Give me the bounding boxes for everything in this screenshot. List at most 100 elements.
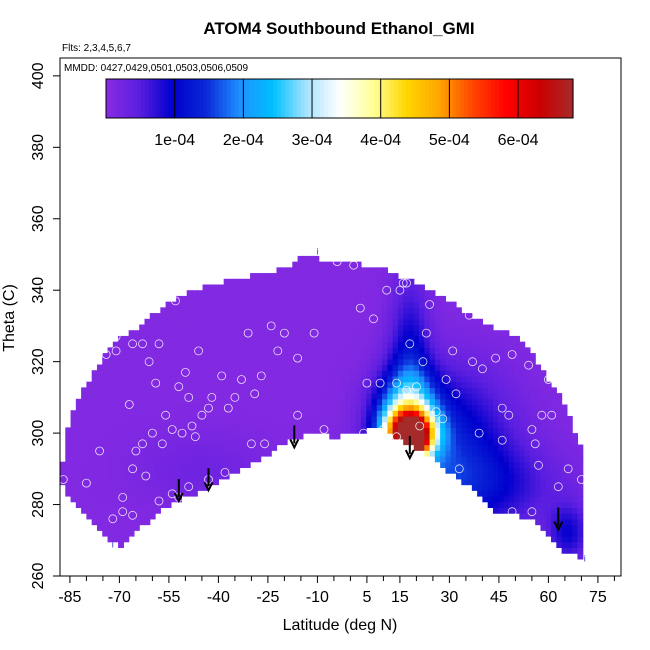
heat-cell (86, 455, 93, 463)
heat-cell (244, 347, 251, 354)
heat-cell (244, 335, 251, 343)
heat-cell (170, 415, 177, 423)
heat-cell (244, 370, 251, 377)
heat-cell (492, 467, 499, 474)
heat-cell (461, 375, 468, 383)
heat-cell (202, 370, 209, 377)
heat-cell (213, 450, 219, 457)
colorbar-segment (285, 79, 290, 118)
heat-cell (471, 461, 478, 468)
heat-cell (149, 353, 156, 360)
heat-cell (276, 295, 283, 303)
heat-cell (329, 324, 336, 331)
heat-cell (450, 398, 457, 406)
heat-cell (561, 444, 568, 451)
heat-cell (313, 427, 320, 434)
sample-point (121, 321, 131, 331)
heat-cell (149, 324, 156, 331)
heat-cell (429, 375, 436, 383)
colorbar-segment (133, 79, 138, 118)
heat-cell (561, 518, 568, 526)
heat-cell (96, 375, 103, 383)
heat-cell (292, 364, 299, 371)
heat-cell (408, 421, 415, 428)
heat-cell (139, 455, 146, 463)
heat-cell (96, 438, 103, 446)
heat-cell (350, 284, 357, 291)
heat-cell (86, 398, 93, 406)
heat-cell (149, 433, 156, 440)
heat-cell (355, 324, 362, 331)
heat-cell (287, 381, 293, 388)
heat-cell (477, 398, 483, 406)
heat-cell (197, 375, 204, 383)
heat-cell (498, 473, 505, 480)
colorbar-segment (273, 79, 278, 118)
sample-point (398, 278, 408, 288)
sample-point (415, 421, 425, 431)
heat-cell (577, 530, 584, 537)
heat-cell (165, 501, 172, 509)
heat-cell (371, 370, 378, 377)
heat-cell (234, 364, 241, 371)
heat-cell (566, 501, 573, 509)
heat-cell (529, 387, 536, 394)
heat-cell (86, 381, 93, 388)
heat-cell (392, 364, 399, 371)
heat-cell (155, 415, 161, 423)
sample-point (517, 310, 527, 320)
heat-cell (519, 501, 526, 509)
heat-cell (324, 278, 330, 286)
heat-cell (255, 307, 262, 314)
heat-cell (487, 427, 494, 434)
heat-cell (112, 358, 119, 366)
heat-cell (477, 444, 483, 451)
heat-cell (186, 444, 193, 451)
heat-cell (176, 404, 183, 411)
heat-cell (181, 375, 188, 383)
heat-cell (81, 495, 87, 503)
heat-cell (197, 467, 204, 474)
heat-cell (228, 415, 235, 423)
heat-cell (170, 387, 177, 394)
colorbar-segment (308, 79, 313, 118)
heat-cell (128, 410, 135, 417)
heat-cell (561, 530, 568, 537)
heat-cell (260, 410, 267, 417)
heat-cell (102, 415, 109, 423)
heat-cell (556, 467, 563, 474)
heat-cell (202, 433, 209, 440)
heat-cell (329, 398, 336, 406)
heat-cell (302, 421, 309, 428)
heat-cell (535, 518, 542, 526)
colorbar-segment (238, 79, 243, 118)
colorbar-segment (436, 79, 442, 118)
heat-cell (366, 415, 373, 423)
heat-cell (503, 484, 510, 491)
heat-cell (302, 313, 309, 320)
heat-cell (429, 301, 436, 308)
heat-cell (461, 358, 468, 366)
heat-cell (292, 404, 299, 411)
heat-cell (577, 478, 584, 486)
heat-cell (287, 307, 293, 314)
heat-cell (91, 461, 98, 468)
heat-cell (492, 375, 499, 383)
heat-cell (70, 438, 77, 446)
heat-cell (360, 318, 367, 326)
heat-cell (551, 410, 557, 417)
heat-cell (123, 341, 130, 348)
colorbar-segment (144, 79, 150, 118)
heat-cell (487, 330, 494, 337)
sample-point (524, 360, 533, 370)
colorbar-segment (331, 79, 337, 118)
colorbar-segment (347, 79, 352, 118)
heat-cell (81, 421, 87, 428)
heat-cell (281, 307, 288, 314)
heat-cell (524, 507, 531, 514)
heat-cell (276, 375, 283, 383)
heat-cell (350, 307, 357, 314)
heat-cell (297, 398, 304, 406)
heat-cell (540, 427, 547, 434)
heat-cell (202, 324, 209, 331)
